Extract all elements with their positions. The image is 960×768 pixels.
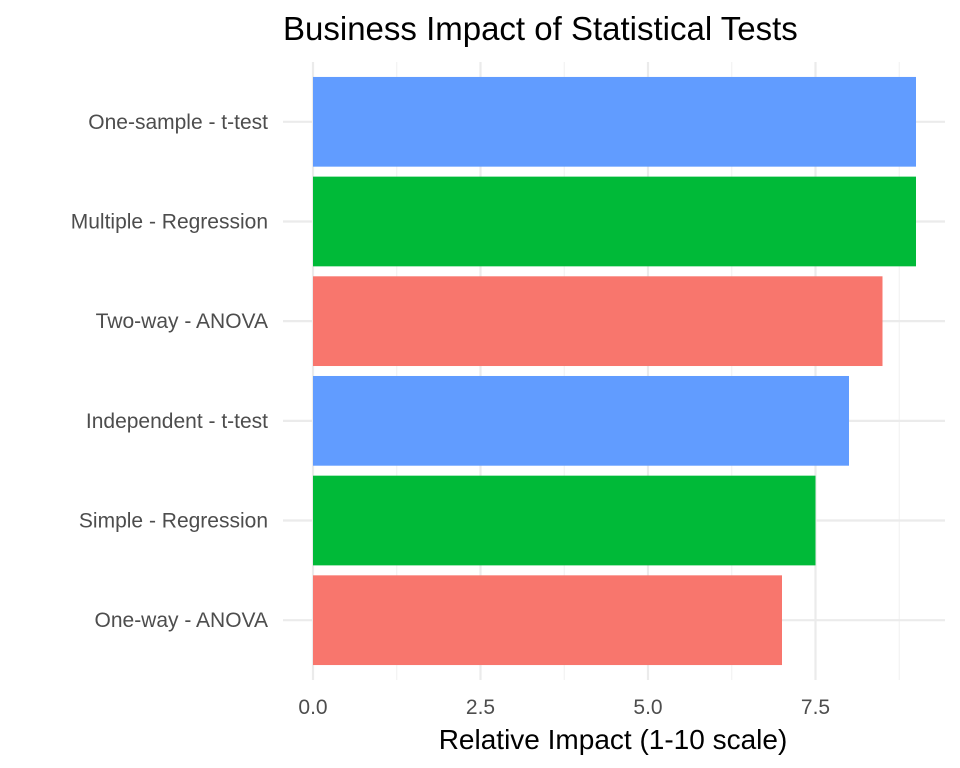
bar-independent-t-test (313, 375, 849, 466)
bar-one-sample-t-test (313, 76, 916, 167)
bar-simple-regression (313, 475, 816, 566)
x-axis-title: Relative Impact (1-10 scale) (439, 724, 788, 755)
x-tick-label: 5.0 (633, 696, 662, 719)
bars (313, 76, 916, 666)
bar-one-way-anova (313, 575, 782, 666)
y-tick-label: Simple - Regression (79, 510, 268, 533)
bar-two-way-anova (313, 276, 883, 367)
chart-title: Business Impact of Statistical Tests (283, 10, 798, 47)
bar-multiple-regression (313, 176, 916, 267)
y-tick-label: Independent - t-test (86, 410, 268, 433)
x-tick-label: 2.5 (466, 696, 495, 719)
y-tick-label: Multiple - Regression (71, 210, 268, 233)
y-tick-label: Two-way - ANOVA (96, 310, 268, 333)
y-tick-label: One-way - ANOVA (95, 609, 269, 632)
x-tick-label: 7.5 (801, 696, 830, 719)
y-tick-label: One-sample - t-test (88, 111, 268, 134)
x-tick-labels: 0.0 2.5 5.0 7.5 (298, 696, 830, 719)
y-tick-labels: One-sample - t-test Multiple - Regression… (71, 111, 268, 632)
x-tick-label: 0.0 (298, 696, 327, 719)
